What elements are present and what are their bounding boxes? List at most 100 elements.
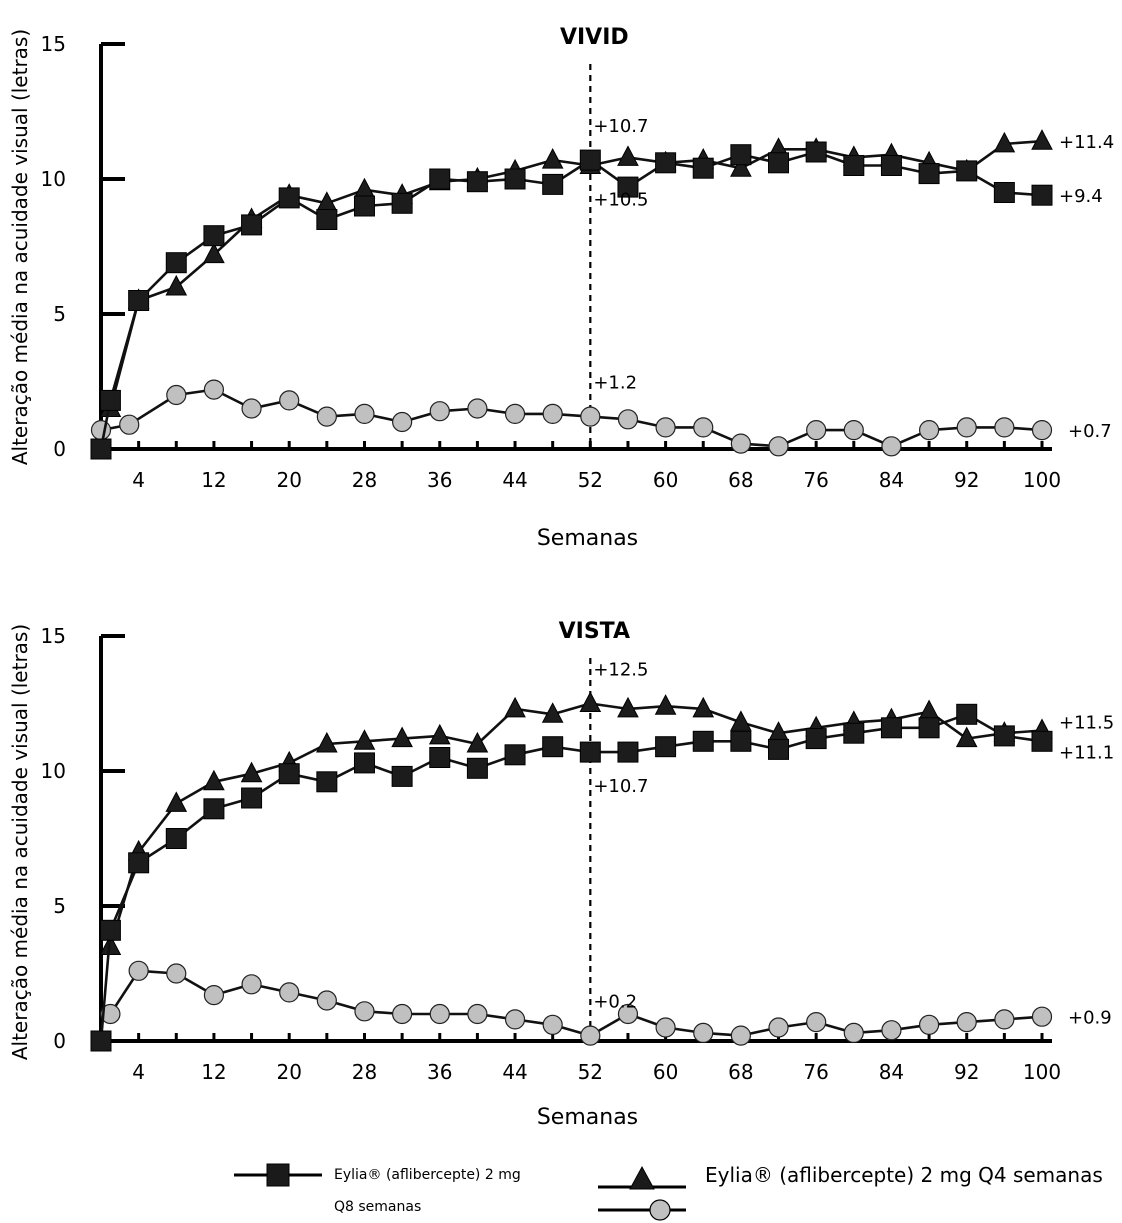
vista-square-point — [430, 748, 450, 768]
vivid-x-axis-title: Semanas — [537, 526, 638, 551]
vivid-square-point — [1032, 185, 1052, 205]
vista-triangle-point — [505, 698, 525, 717]
legend-item-square — [232, 1158, 324, 1192]
legend-label-triangle: Eylia® (aflibercepte) 2 mg Q4 semanas — [705, 1163, 1103, 1187]
vivid-series-triangle-line — [110, 141, 1042, 408]
vista-triangle-point — [656, 695, 676, 714]
vivid-circle-point — [120, 415, 139, 434]
vista-circle-point — [393, 1005, 412, 1024]
vivid-annotation-end-square: +9.4 — [1059, 186, 1103, 207]
vivid-square-point — [129, 291, 149, 311]
vivid-circle-point — [807, 421, 826, 440]
vivid-square-point — [430, 169, 450, 189]
vivid-square-point — [354, 196, 374, 216]
vivid-square-point — [505, 169, 525, 189]
vista-circle-point — [995, 1010, 1014, 1029]
vivid-circle-point — [882, 437, 901, 456]
vivid-circle-point — [506, 404, 525, 423]
vista-square-point — [91, 1031, 111, 1051]
vista-square-point — [242, 788, 262, 808]
vista-square-point — [1032, 731, 1052, 751]
vista-series-square-line — [101, 714, 1042, 1041]
vista-square-point — [354, 753, 374, 773]
vivid-x-tick-label: 76 — [803, 468, 828, 492]
vivid-square-point — [957, 161, 977, 181]
vivid-circle-point — [468, 399, 487, 418]
vista-square-point — [543, 737, 563, 757]
vista-circle-point — [882, 1021, 901, 1040]
vista-x-tick-label: 12 — [201, 1060, 226, 1084]
vivid-square-point — [467, 172, 487, 192]
vivid-square-point — [279, 188, 299, 208]
legend: Eylia® (aflibercepte) 2 mg Q8 semanas Ey… — [0, 1155, 1122, 1220]
vista-square-point — [317, 772, 337, 792]
vivid-x-tick-label: 20 — [276, 468, 301, 492]
vivid-x-tick-label: 84 — [879, 468, 904, 492]
vista-series-triangle-line — [110, 704, 1042, 947]
vivid-x-tick-label: 36 — [427, 468, 452, 492]
vista-x-tick-label: 36 — [427, 1060, 452, 1084]
vista-square-point — [844, 723, 864, 743]
vivid-circle-point — [204, 380, 223, 399]
vista-square-point — [204, 799, 224, 819]
vivid-square-point — [543, 174, 563, 194]
vivid-square-point — [204, 226, 224, 246]
vivid-x-tick-label: 92 — [954, 468, 979, 492]
vista-circle-point — [468, 1005, 487, 1024]
vista-square-point — [957, 704, 977, 724]
vista-circle-point — [129, 961, 148, 980]
vista-circle-point — [694, 1023, 713, 1042]
vista-square-point — [994, 726, 1014, 746]
vista-square-point — [693, 731, 713, 751]
vista-square-point — [881, 718, 901, 738]
vivid-circle-point — [543, 404, 562, 423]
vivid-x-tick-label: 60 — [653, 468, 678, 492]
vista-y-tick-label: 5 — [53, 894, 66, 918]
vivid-triangle-point — [1032, 130, 1052, 149]
vivid-square-point — [994, 183, 1014, 203]
vista-y-tick-label: 15 — [41, 624, 66, 648]
vivid-y-tick-label: 10 — [41, 167, 66, 191]
vista-y-tick-label: 0 — [53, 1029, 66, 1053]
vivid-square-point — [91, 439, 111, 459]
vista-y-axis-title: Alteração média na acuidade visual (letr… — [8, 624, 32, 1060]
legend-circle-marker-icon — [596, 1195, 688, 1223]
vivid-chart-title: VIVID — [560, 25, 629, 50]
vista-x-tick-label: 4 — [132, 1060, 145, 1084]
vivid-circle-point — [731, 434, 750, 453]
vivid-square-point — [392, 193, 412, 213]
vivid-x-tick-label: 12 — [201, 468, 226, 492]
vista-circle-point — [506, 1010, 525, 1029]
vista-x-tick-label: 92 — [954, 1060, 979, 1084]
vista-x-tick-label: 60 — [653, 1060, 678, 1084]
vivid-circle-point — [769, 437, 788, 456]
vivid-y-axis-title: Alteração média na acuidade visual (letr… — [8, 29, 32, 465]
vivid-circle-point — [694, 418, 713, 437]
vista-square-point — [100, 920, 120, 940]
vivid-x-tick-label: 44 — [502, 468, 527, 492]
vivid-square-point — [166, 253, 186, 273]
vista-circle-point — [355, 1002, 374, 1021]
vivid-square-point — [656, 153, 676, 173]
vivid-triangle-point — [354, 179, 374, 198]
vista-x-tick-label: 52 — [578, 1060, 603, 1084]
vista-annotation-ref-low: +0.2 — [593, 992, 637, 1013]
vivid-y-tick-label: 0 — [53, 437, 66, 461]
vista-annotation-end-triangle: +11.5 — [1059, 713, 1114, 734]
vivid-square-point — [242, 215, 262, 235]
vivid-square-point — [731, 145, 751, 165]
vista-x-tick-label: 84 — [879, 1060, 904, 1084]
vista-square-point — [919, 718, 939, 738]
vista-annotation-ref-top: +12.5 — [593, 660, 648, 681]
legend-label-square-line2: Q8 semanas — [334, 1199, 421, 1215]
vista-circle-point — [317, 991, 336, 1010]
vista-circle-point — [280, 983, 299, 1002]
vista-square-point — [731, 731, 751, 751]
vista-square-point — [129, 853, 149, 873]
vivid-x-tick-label: 28 — [352, 468, 377, 492]
vista-square-point — [166, 829, 186, 849]
vista-circle-point — [204, 986, 223, 1005]
vivid-square-point — [881, 156, 901, 176]
vista-circle-point — [807, 1013, 826, 1032]
